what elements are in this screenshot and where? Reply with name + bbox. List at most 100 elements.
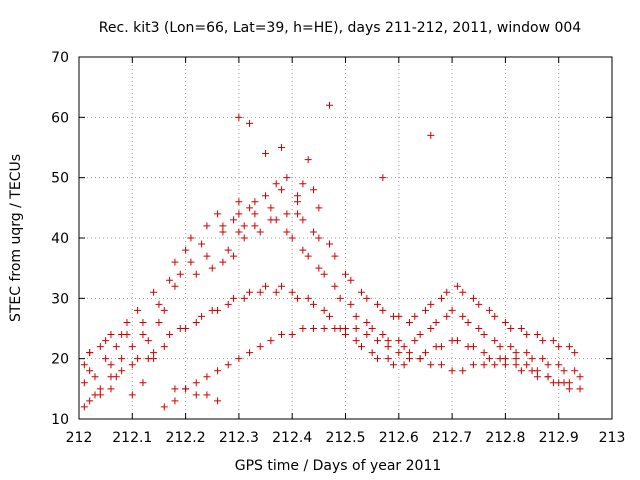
- data-point: [507, 343, 515, 351]
- data-point: [555, 361, 563, 369]
- data-point: [539, 355, 547, 363]
- x-tick-label: 212.4: [272, 430, 312, 446]
- data-point: [539, 337, 547, 345]
- data-point: [192, 270, 200, 278]
- data-point: [544, 361, 552, 369]
- data-point: [118, 367, 126, 375]
- data-point: [187, 234, 195, 242]
- data-point: [294, 192, 302, 200]
- data-point: [368, 325, 376, 332]
- data-point: [560, 367, 568, 375]
- data-point: [160, 306, 168, 314]
- data-point: [326, 101, 334, 109]
- data-point: [235, 228, 243, 236]
- data-point: [310, 325, 318, 332]
- data-point: [448, 367, 456, 375]
- data-point: [278, 282, 286, 290]
- data-point: [437, 361, 445, 369]
- data-point: [214, 210, 222, 218]
- data-point: [363, 294, 371, 302]
- data-point: [469, 294, 477, 302]
- data-point: [160, 403, 168, 411]
- y-tick-label: 70: [51, 50, 69, 66]
- x-tick-label: 212.2: [166, 430, 206, 446]
- data-point: [283, 228, 291, 236]
- data-point: [320, 325, 328, 332]
- data-point: [214, 306, 222, 314]
- data-point: [368, 349, 376, 357]
- data-point: [80, 361, 88, 369]
- y-tick-label: 40: [51, 231, 69, 247]
- data-point: [352, 325, 360, 332]
- data-point: [576, 385, 584, 393]
- data-point: [427, 300, 435, 308]
- data-point: [256, 343, 264, 351]
- data-point: [246, 288, 254, 296]
- data-point: [357, 343, 365, 351]
- data-point: [166, 331, 174, 339]
- data-point: [128, 361, 136, 369]
- data-point: [459, 312, 467, 320]
- data-point: [485, 355, 493, 363]
- data-point: [342, 325, 349, 332]
- data-point: [171, 282, 179, 290]
- data-point: [192, 318, 200, 326]
- data-point: [139, 318, 147, 326]
- data-point: [288, 288, 296, 296]
- y-tick-label: 30: [51, 291, 69, 307]
- data-point: [272, 216, 280, 224]
- data-point: [310, 300, 318, 308]
- data-point: [256, 288, 264, 296]
- data-point: [246, 204, 254, 212]
- x-tick-label: 212.5: [325, 430, 365, 446]
- data-point: [267, 337, 275, 345]
- data-point: [134, 306, 142, 314]
- y-tick-label: 50: [51, 171, 69, 187]
- data-point: [331, 252, 339, 260]
- data-point: [389, 361, 397, 369]
- data-point: [251, 222, 259, 230]
- data-point: [437, 294, 445, 302]
- data-point: [443, 312, 451, 320]
- data-point: [294, 198, 302, 206]
- x-tick-label: 212.7: [432, 430, 472, 446]
- data-point: [272, 180, 280, 188]
- data-point: [294, 210, 302, 218]
- data-point: [160, 343, 168, 351]
- data-point: [315, 264, 323, 272]
- data-point: [230, 294, 238, 302]
- data-point: [395, 337, 403, 345]
- y-tick-label: 60: [51, 110, 69, 126]
- data-point: [523, 331, 531, 339]
- x-axis-label: GPS time / Days of year 2011: [235, 458, 442, 474]
- data-point: [192, 379, 200, 387]
- data-point: [384, 355, 392, 363]
- data-point: [571, 349, 579, 357]
- data-point: [171, 258, 179, 266]
- data-point: [352, 337, 360, 345]
- data-point: [107, 361, 115, 369]
- data-point: [421, 349, 429, 357]
- data-point: [198, 240, 206, 248]
- data-point: [352, 312, 360, 320]
- data-point: [427, 131, 435, 139]
- data-point: [533, 331, 541, 339]
- data-point: [128, 391, 136, 399]
- data-point: [246, 119, 254, 127]
- data-point: [203, 391, 211, 399]
- data-point: [219, 222, 227, 230]
- data-point: [139, 379, 147, 387]
- data-point: [224, 361, 232, 369]
- data-point: [533, 373, 541, 381]
- x-tick-label: 212.9: [539, 430, 579, 446]
- data-point: [437, 343, 445, 351]
- data-point: [480, 349, 488, 357]
- data-point: [501, 355, 509, 363]
- grid-lines: [79, 57, 612, 419]
- data-point: [278, 331, 286, 339]
- data-point: [230, 252, 238, 260]
- data-point: [501, 361, 509, 369]
- data-point: [326, 240, 334, 248]
- data-point: [262, 192, 270, 200]
- data-point: [288, 234, 296, 242]
